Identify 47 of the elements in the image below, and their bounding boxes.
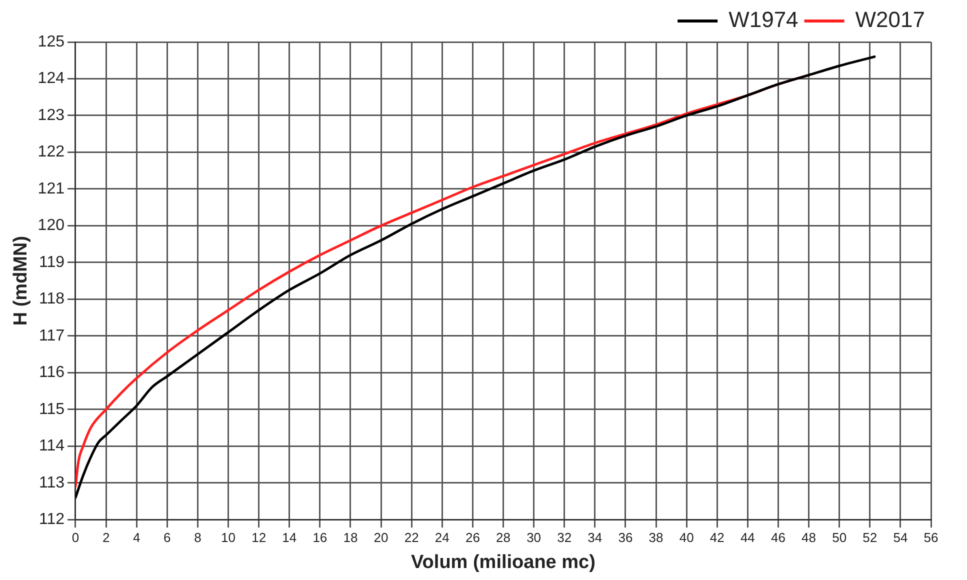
x-tick-label: 20	[374, 530, 388, 545]
x-tick-label: 0	[72, 530, 80, 545]
y-tick-label: 117	[38, 327, 65, 344]
x-tick-label: 16	[312, 530, 328, 545]
y-tick-label: 119	[38, 254, 65, 271]
x-axis-title: Volum (milioane mc)	[411, 552, 596, 573]
x-tick-label: 44	[740, 530, 755, 545]
x-tick-label: 48	[802, 530, 816, 545]
x-tick-label: 52	[862, 530, 878, 545]
x-tick-label: 14	[282, 530, 297, 545]
x-tick-label: 56	[924, 530, 938, 545]
y-tick-label: 113	[38, 474, 65, 492]
x-tick-label: 22	[404, 530, 419, 545]
x-tick-label: 8	[194, 530, 202, 545]
x-tick-label: 10	[221, 530, 236, 545]
x-tick-label: 2	[102, 530, 110, 545]
y-tick-label: 124	[38, 70, 65, 88]
y-tick-label: 121	[38, 180, 65, 198]
x-tick-label: 50	[832, 530, 847, 545]
y-tick-label: 118	[38, 290, 65, 308]
x-tick-label: 54	[893, 530, 908, 545]
y-tick-label: 120	[38, 217, 65, 234]
x-tick-label: 4	[132, 530, 140, 545]
x-tick-label: 46	[770, 530, 786, 545]
x-tick-label: 42	[710, 530, 724, 545]
x-tick-label: 32	[557, 530, 572, 545]
y-tick-label: 122	[38, 144, 65, 161]
x-tick-label: 28	[496, 530, 510, 545]
x-tick-label: 18	[343, 530, 358, 545]
y-tick-label: 112	[38, 511, 65, 528]
y-tick-label: 123	[38, 106, 65, 124]
x-tick-label: 12	[252, 530, 266, 545]
x-tick-label: 30	[526, 530, 542, 545]
y-tick-label: 115	[38, 400, 65, 418]
x-tick-label: 40	[679, 530, 694, 545]
y-axis-title: H (mdMN)	[10, 236, 32, 326]
x-tick-label: 26	[465, 530, 480, 545]
x-tick-label: 34	[588, 530, 602, 545]
y-tick-label: 116	[38, 364, 65, 382]
x-tick-label: 38	[648, 530, 664, 545]
legend-label: W2017	[855, 7, 926, 32]
x-tick-label: 6	[164, 530, 171, 545]
y-tick-label: 125	[38, 33, 65, 50]
y-tick-label: 114	[38, 438, 65, 455]
x-tick-label: 36	[618, 530, 633, 545]
x-tick-label: 24	[434, 530, 450, 545]
legend-label: W1974	[728, 7, 798, 32]
